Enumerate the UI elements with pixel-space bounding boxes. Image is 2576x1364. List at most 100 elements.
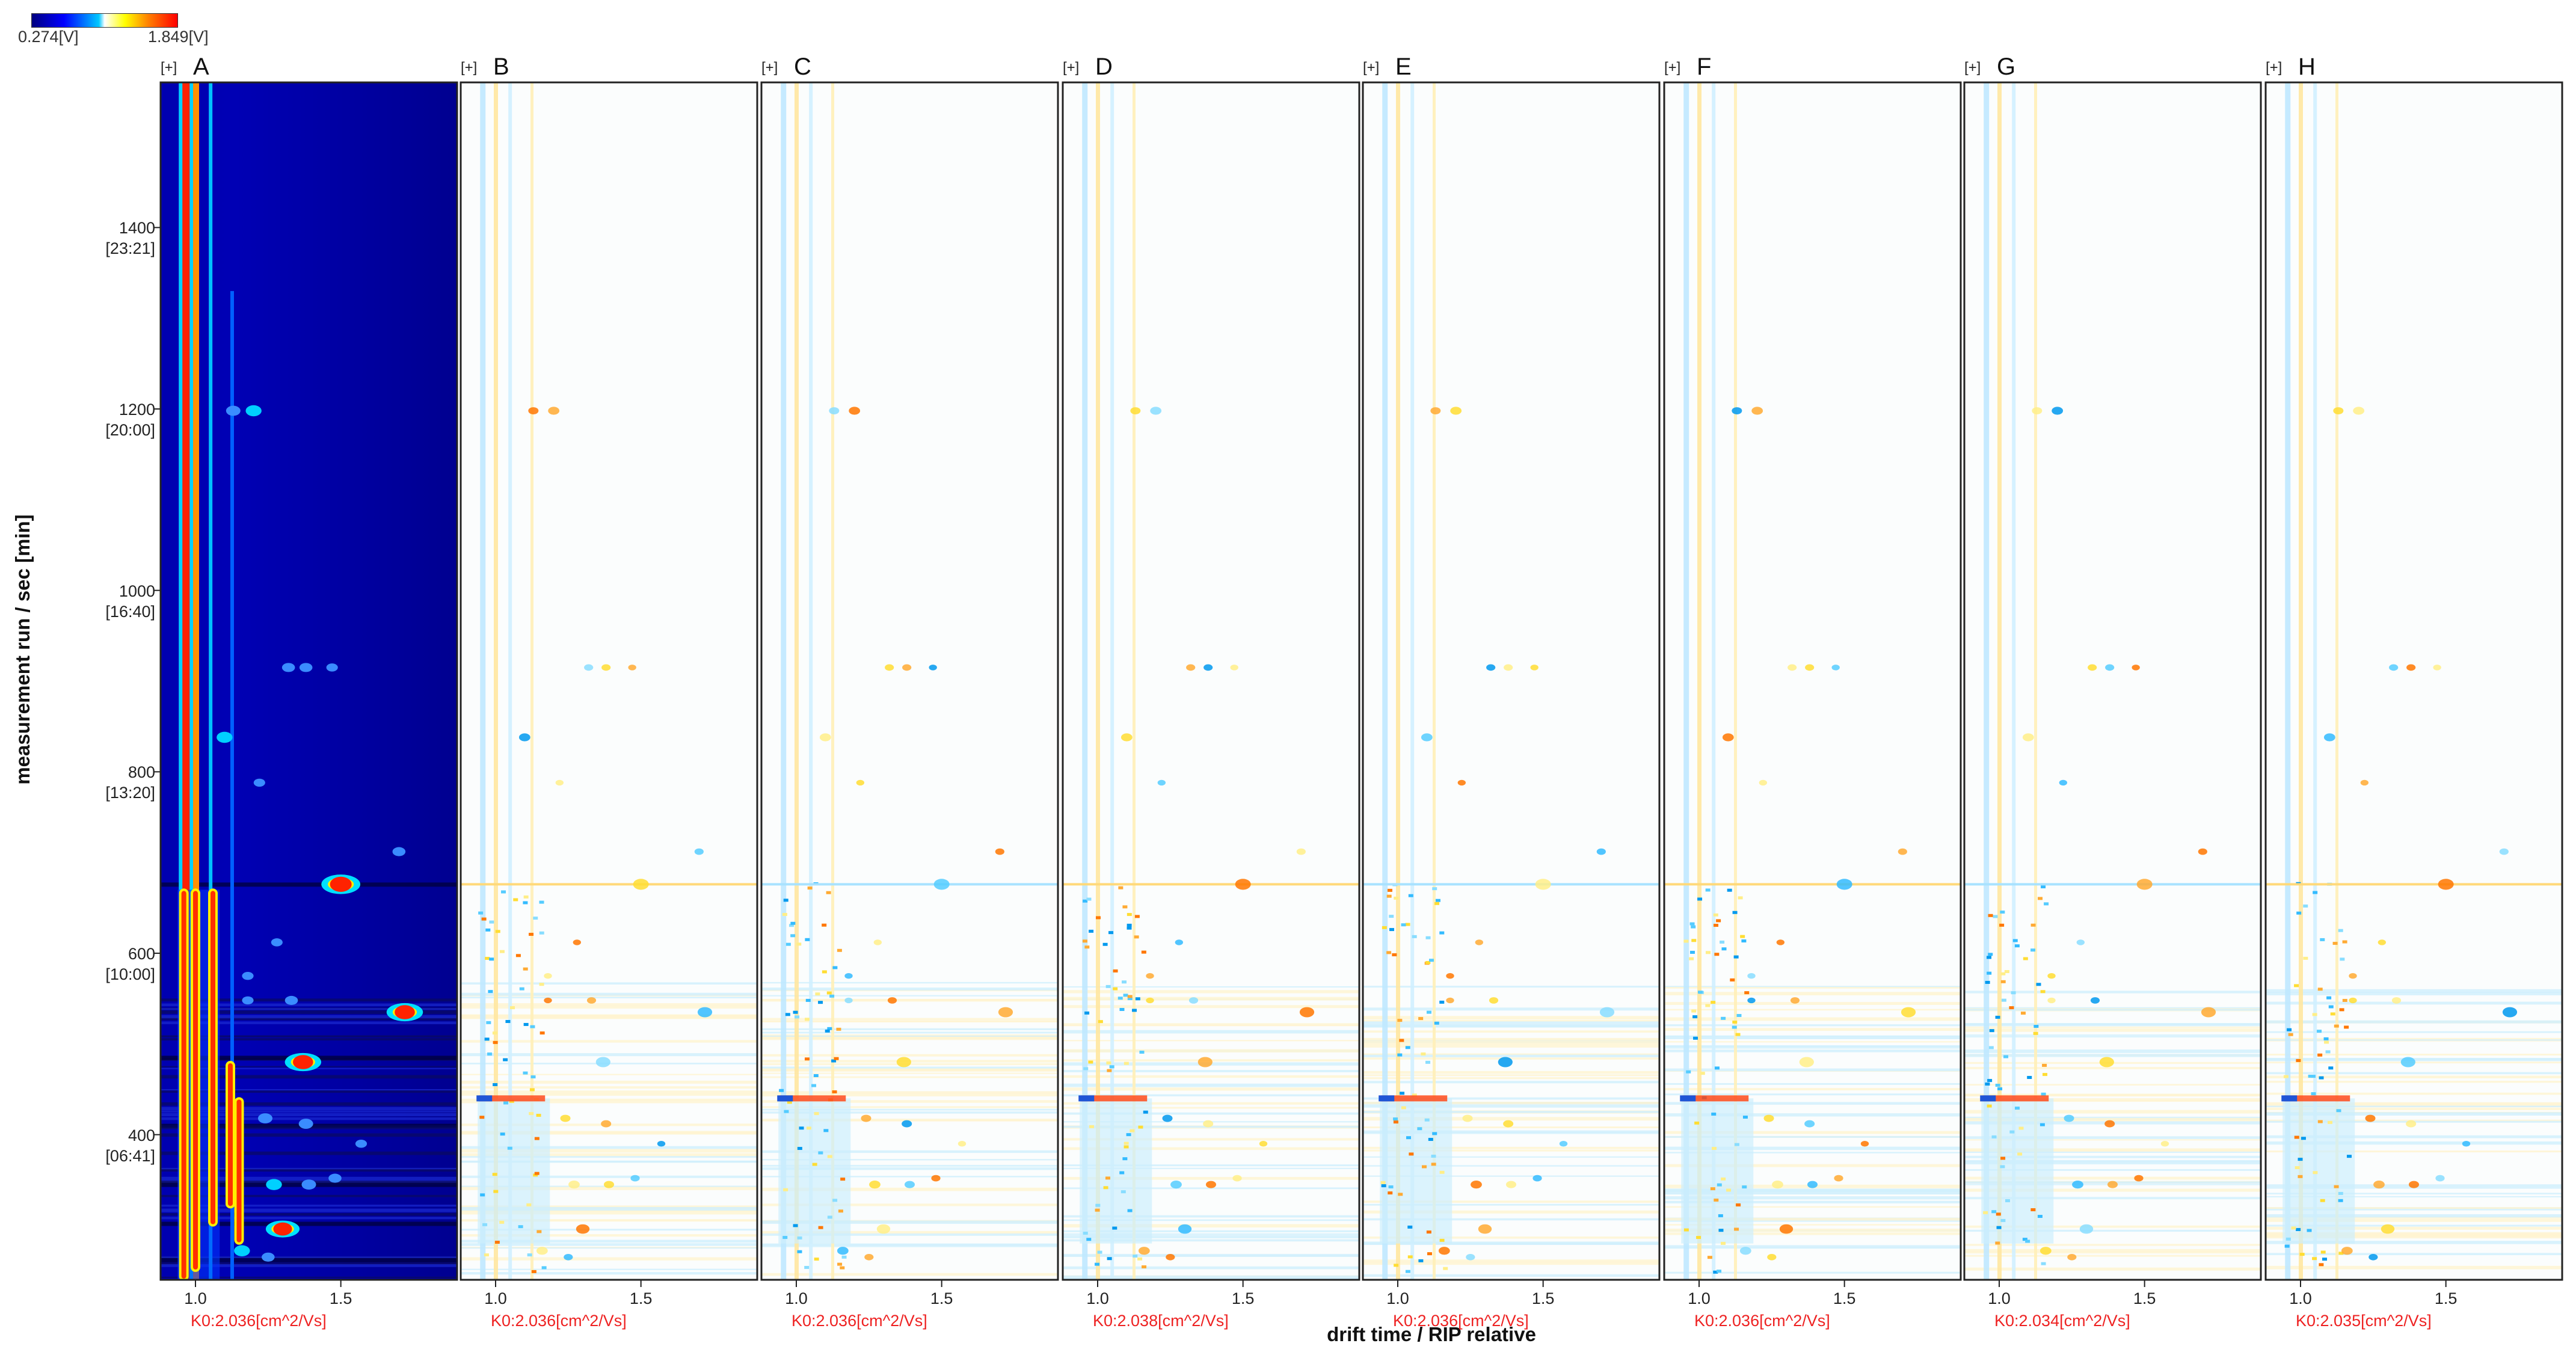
streak-line — [1664, 1247, 1961, 1249]
diff-mark — [1113, 969, 1118, 972]
y-tick-seconds: 600 — [128, 945, 155, 963]
spot — [2047, 973, 2056, 979]
streak-line — [761, 1028, 1058, 1030]
diff-mark — [2312, 1257, 2317, 1261]
diff-mark — [1694, 1121, 1700, 1125]
streak-line — [1964, 1009, 2261, 1011]
spot — [657, 1141, 666, 1147]
diff-mark — [1095, 1262, 1100, 1266]
diff-line — [1078, 1095, 1095, 1102]
streak-line — [2266, 1092, 2562, 1095]
diff-mark — [1721, 947, 1727, 951]
diff-mark — [1113, 987, 1118, 991]
streak-line — [461, 1098, 757, 1101]
diff-mark — [1983, 1211, 1988, 1214]
diff-mark — [1083, 1232, 1088, 1235]
streak-line — [1664, 1049, 1961, 1052]
diff-mark — [1705, 1004, 1711, 1007]
spot — [2381, 1224, 2395, 1234]
spot — [604, 1181, 614, 1188]
diff-mark — [2332, 942, 2338, 945]
diff-mark — [1732, 1021, 1738, 1024]
spot — [544, 997, 552, 1004]
spot — [2360, 779, 2369, 786]
streak-line — [1363, 1237, 1659, 1239]
diff-mark — [2338, 1191, 2343, 1195]
streak-line — [2266, 1193, 2562, 1194]
diff-mark — [1696, 1236, 1701, 1240]
panel-frame — [159, 81, 458, 1281]
diff-mark — [500, 1132, 505, 1136]
diff-mark — [1718, 1214, 1723, 1217]
spot — [1203, 664, 1213, 671]
diff-mark — [1407, 1225, 1413, 1229]
diff-mark — [1689, 922, 1695, 926]
streak-line — [161, 1107, 457, 1111]
diff-mark — [2000, 1165, 2005, 1169]
diff-mark — [541, 1266, 547, 1270]
streak-line — [1063, 1219, 1359, 1221]
streak-line — [1964, 1067, 2261, 1069]
diff-mark — [1988, 914, 1993, 917]
panel-k0-label: K0:2.036[cm^2/Vs] — [191, 1312, 327, 1330]
y-tick-time: [16:40] — [105, 602, 155, 621]
streak-line — [1063, 1102, 1359, 1105]
diff-mark — [796, 942, 802, 946]
diff-line — [777, 1095, 793, 1102]
streak-line — [1664, 1093, 1961, 1096]
diff-mark — [1431, 1163, 1436, 1166]
streak-line — [1964, 1139, 2261, 1141]
spot — [298, 1119, 313, 1129]
spot — [902, 1120, 912, 1128]
streak-line — [1363, 1175, 1659, 1177]
panel-A-plot — [161, 82, 457, 1280]
streak-line — [161, 1090, 457, 1093]
spot — [1475, 939, 1484, 945]
diff-mark — [529, 1088, 535, 1092]
diff-mark — [837, 1262, 843, 1266]
diff-mark — [2283, 1075, 2289, 1078]
spot — [258, 1113, 272, 1123]
streak-line — [161, 1038, 457, 1041]
streak-line — [2266, 1150, 2562, 1153]
streak-line — [1063, 1147, 1359, 1150]
rip-stripe — [1096, 82, 1100, 1280]
panel-expander: [+] — [1363, 60, 1379, 76]
spot — [1235, 879, 1251, 890]
panel-A — [159, 81, 458, 1287]
diff-mark — [1429, 959, 1434, 962]
spot — [568, 1181, 580, 1189]
diff-mark — [539, 1031, 545, 1035]
spot — [395, 1005, 415, 1019]
diff-mark — [782, 1236, 788, 1240]
diff-mark — [2320, 938, 2325, 941]
spot — [2040, 1247, 2052, 1255]
spot — [1860, 1141, 1869, 1147]
diff-line — [2281, 1095, 2298, 1102]
diff-mark — [1405, 1270, 1410, 1273]
streak-line — [1363, 1019, 1659, 1022]
streak-line — [761, 1273, 1058, 1276]
streak-line — [1363, 1146, 1659, 1149]
streak-line — [1063, 990, 1359, 994]
spot — [2072, 1181, 2083, 1189]
streak-line — [461, 1099, 757, 1104]
streak-line — [161, 1217, 457, 1220]
streak-line — [461, 1040, 757, 1043]
diff-mark — [1119, 1171, 1125, 1175]
rip-stripe — [1082, 82, 1088, 1280]
spot — [1506, 1181, 1516, 1188]
diff-mark — [2328, 1066, 2334, 1070]
streak-line — [2266, 1207, 2562, 1209]
streak-line — [161, 1205, 457, 1207]
spot — [1203, 1120, 1214, 1128]
spot — [226, 405, 241, 416]
spot — [2323, 733, 2335, 742]
streak-line — [2266, 1107, 2562, 1110]
spot — [869, 1181, 881, 1189]
streak-line — [461, 1074, 757, 1075]
diff-mark — [1386, 951, 1392, 954]
streak-line — [161, 1133, 457, 1137]
diff-mark — [2030, 948, 2036, 952]
